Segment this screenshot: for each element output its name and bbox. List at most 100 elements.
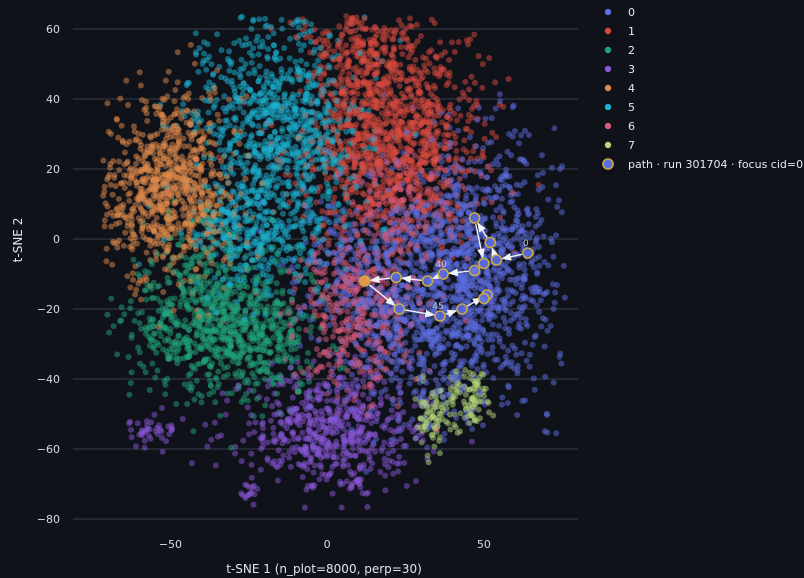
point-cluster-2 [158, 333, 165, 340]
point-cluster-3 [240, 437, 247, 444]
point-cluster-5 [246, 100, 253, 107]
point-cluster-5 [279, 25, 286, 32]
point-cluster-3 [264, 439, 271, 446]
point-cluster-0 [340, 206, 347, 213]
point-cluster-2 [181, 336, 188, 343]
point-cluster-5 [270, 30, 277, 37]
point-cluster-1 [396, 83, 403, 89]
point-cluster-0 [301, 302, 308, 309]
point-cluster-2 [126, 391, 133, 398]
point-cluster-6 [345, 263, 352, 270]
point-cluster-0 [518, 132, 525, 139]
point-cluster-0 [391, 351, 398, 358]
point-cluster-1 [468, 73, 475, 80]
point-cluster-1 [328, 209, 335, 216]
point-cluster-3 [251, 429, 258, 436]
point-cluster-1 [417, 186, 424, 193]
point-cluster-5 [271, 42, 278, 49]
point-cluster-1 [437, 39, 444, 46]
point-cluster-5 [324, 282, 331, 289]
point-cluster-1 [379, 102, 386, 109]
point-cluster-3 [382, 472, 389, 479]
point-cluster-3 [250, 501, 257, 508]
point-cluster-2 [232, 370, 239, 377]
point-cluster-3 [290, 436, 297, 442]
point-cluster-3 [248, 474, 255, 481]
point-cluster-0 [514, 370, 521, 377]
point-cluster-7 [466, 420, 473, 426]
point-cluster-5 [292, 143, 299, 150]
point-cluster-4 [122, 229, 129, 236]
point-cluster-0 [522, 339, 528, 346]
point-cluster-3 [411, 402, 418, 409]
point-cluster-0 [505, 347, 512, 354]
point-cluster-0 [539, 169, 546, 176]
point-cluster-0 [550, 305, 557, 312]
point-cluster-5 [226, 48, 233, 55]
point-cluster-6 [295, 304, 302, 311]
point-cluster-0 [407, 257, 414, 264]
point-cluster-3 [128, 434, 135, 441]
point-cluster-1 [326, 90, 333, 97]
point-cluster-1 [399, 51, 406, 57]
point-cluster-4 [116, 158, 123, 165]
point-cluster-0 [551, 125, 558, 132]
point-cluster-3 [269, 403, 276, 410]
point-cluster-3 [246, 431, 252, 438]
point-cluster-0 [544, 327, 551, 334]
point-cluster-0 [489, 336, 496, 343]
point-cluster-0 [547, 323, 554, 329]
point-cluster-0 [367, 245, 374, 252]
point-cluster-0 [542, 373, 549, 380]
point-cluster-3 [244, 482, 251, 489]
point-cluster-2 [136, 320, 143, 327]
point-cluster-4 [211, 85, 218, 91]
point-cluster-2 [278, 326, 285, 333]
point-cluster-5 [250, 211, 257, 218]
point-cluster-0 [392, 375, 399, 381]
point-cluster-5 [271, 128, 278, 135]
point-cluster-5 [259, 223, 266, 230]
point-cluster-2 [141, 287, 148, 294]
point-cluster-2 [182, 317, 189, 324]
point-cluster-3 [287, 463, 294, 470]
point-cluster-1 [360, 191, 367, 198]
point-cluster-4 [202, 177, 209, 184]
point-cluster-2 [167, 330, 174, 336]
point-cluster-6 [313, 346, 320, 353]
point-cluster-0 [442, 284, 449, 291]
point-cluster-2 [143, 296, 150, 303]
point-cluster-4 [137, 82, 144, 89]
point-cluster-5 [263, 68, 270, 75]
point-cluster-5 [274, 95, 281, 102]
point-cluster-3 [365, 395, 372, 402]
point-cluster-3 [302, 443, 309, 450]
point-cluster-0 [441, 437, 447, 443]
point-cluster-4 [103, 258, 110, 265]
point-cluster-5 [254, 236, 261, 243]
point-cluster-4 [150, 196, 157, 203]
point-cluster-0 [553, 182, 559, 189]
point-cluster-5 [290, 196, 297, 203]
point-cluster-5 [236, 154, 243, 161]
point-cluster-2 [160, 346, 167, 353]
point-cluster-1 [343, 26, 349, 33]
point-cluster-3 [382, 487, 389, 494]
point-cluster-2 [253, 395, 260, 402]
point-cluster-3 [361, 439, 368, 446]
point-cluster-2 [259, 413, 266, 420]
point-cluster-4 [117, 212, 124, 219]
point-cluster-0 [533, 213, 539, 220]
point-cluster-0 [550, 253, 557, 260]
point-cluster-2 [244, 397, 251, 404]
point-cluster-0 [428, 343, 434, 350]
point-cluster-6 [497, 214, 503, 221]
point-cluster-7 [475, 406, 482, 413]
point-cluster-3 [259, 419, 266, 426]
point-cluster-0 [521, 303, 528, 310]
point-cluster-0 [542, 290, 549, 297]
point-cluster-3 [238, 490, 245, 497]
point-cluster-3 [406, 364, 413, 371]
point-cluster-0 [509, 298, 516, 305]
point-cluster-1 [462, 78, 469, 85]
